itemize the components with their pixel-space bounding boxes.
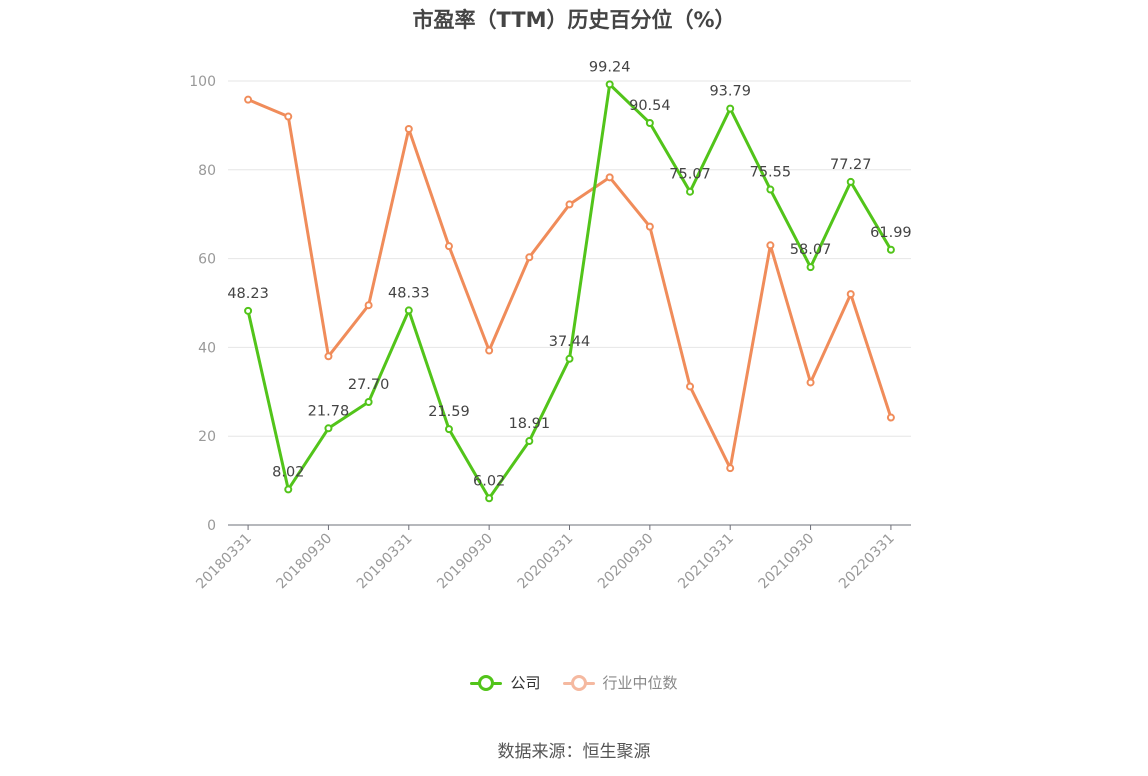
data-labels: 48.23 8.02 21.78 27.70 48.33 21.59 6.02 18.91 37…: [227, 59, 911, 489]
data-point-industry: [766, 241, 775, 250]
data-label-company: 37.44: [549, 334, 591, 350]
data-point-company: [284, 485, 293, 494]
data-point-industry: [284, 112, 293, 121]
data-point-industry: [244, 95, 253, 104]
data-label-company: 21.78: [308, 403, 350, 419]
grid-lines: [228, 80, 911, 437]
data-point-company: [886, 245, 895, 254]
y-axis: 0 20 40 60 80 100: [189, 74, 216, 534]
x-tick-label: 20210331: [675, 531, 737, 593]
y-tick-label: 80: [198, 163, 216, 179]
y-tick-label: 40: [198, 340, 216, 356]
y-tick-label: 100: [189, 74, 216, 90]
data-label-company: 77.27: [830, 157, 872, 173]
data-label-company: 6.02: [473, 473, 505, 489]
data-point-company: [565, 354, 574, 363]
x-tick-label: 20180331: [193, 531, 255, 593]
data-point-company: [645, 119, 654, 128]
data-point-industry: [846, 290, 855, 299]
data-point-company: [686, 187, 695, 196]
data-label-company: 8.02: [272, 464, 304, 480]
data-point-company: [525, 437, 534, 446]
data-point-industry: [645, 222, 654, 231]
data-label-company: 48.33: [388, 285, 430, 301]
data-label-company: 48.23: [227, 286, 269, 302]
data-point-company: [846, 177, 855, 186]
y-tick-label: 60: [198, 252, 216, 268]
data-label-company: 27.70: [348, 377, 390, 393]
data-point-industry: [886, 413, 895, 422]
data-point-company: [364, 398, 373, 407]
data-label-company: 75.07: [669, 167, 711, 183]
legend-company-marker-icon: [470, 674, 503, 691]
data-point-industry: [686, 382, 695, 391]
x-tick-label: 20220331: [836, 531, 898, 593]
data-label-company: 90.54: [629, 98, 671, 114]
x-tick-label: 20190930: [434, 531, 496, 593]
x-tick-label: 20190331: [354, 531, 416, 593]
x-tick-label: 20210930: [756, 531, 818, 593]
data-point-industry: [565, 200, 574, 209]
data-point-industry: [444, 242, 453, 251]
data-point-company: [605, 80, 614, 89]
legend-item-industry[interactable]: 行业中位数: [562, 672, 678, 693]
data-point-company: [444, 425, 453, 434]
data-point-industry: [404, 124, 413, 133]
data-label-company: 75.55: [750, 165, 792, 181]
data-label-company: 93.79: [709, 84, 751, 100]
legend-item-company[interactable]: 公司: [470, 672, 541, 693]
x-tick-label: 20180930: [274, 531, 336, 593]
data-point-industry: [525, 253, 534, 262]
x-axis: 20180331 20180930 20190331 20190930 20200331…: [193, 524, 911, 593]
data-point-industry: [485, 346, 494, 355]
data-point-company: [404, 306, 413, 315]
data-source: 数据来源：恒生聚源: [497, 742, 651, 762]
x-tick-label: 20200930: [595, 531, 657, 593]
data-point-company: [485, 494, 494, 503]
data-label-company: 58.07: [790, 242, 832, 258]
data-point-company: [324, 424, 333, 433]
data-point-industry: [364, 301, 373, 310]
data-label-company: 99.24: [589, 59, 631, 75]
data-label-company: 21.59: [428, 404, 470, 420]
data-point-company: [766, 185, 775, 194]
data-point-company: [244, 306, 253, 315]
legend-industry-label: 行业中位数: [602, 674, 678, 692]
data-label-company: 61.99: [870, 225, 912, 241]
y-tick-label: 0: [207, 518, 216, 534]
series-layer: [244, 80, 895, 503]
data-point-industry: [605, 173, 614, 182]
legend-industry-marker-icon: [562, 674, 595, 691]
y-tick-label: 20: [198, 429, 216, 445]
chart-title: 市盈率（TTM）历史百分位（%）: [412, 8, 736, 32]
x-tick-label: 20200331: [515, 531, 577, 593]
data-point-industry: [806, 378, 815, 387]
data-point-industry: [726, 464, 735, 473]
data-point-industry: [324, 352, 333, 361]
legend: 公司 行业中位数: [0, 672, 1148, 693]
data-point-company: [806, 263, 815, 272]
data-label-company: 18.91: [509, 416, 551, 432]
legend-company-label: 公司: [510, 674, 541, 692]
data-point-company: [726, 104, 735, 113]
